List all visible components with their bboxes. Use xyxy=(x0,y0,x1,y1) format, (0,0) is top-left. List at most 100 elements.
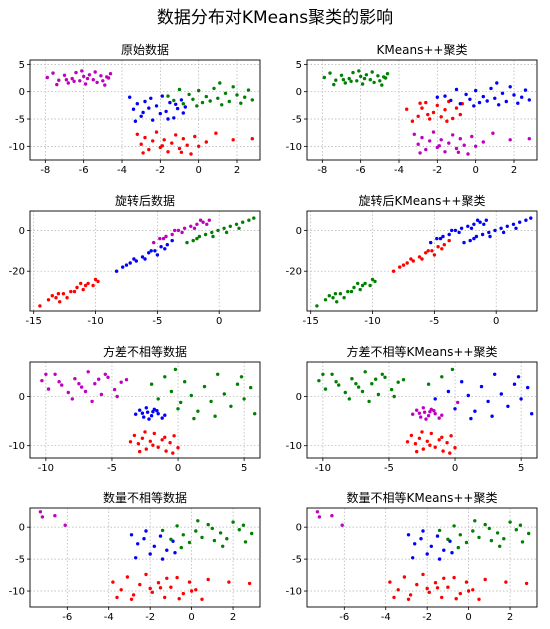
axes-frame xyxy=(29,210,261,312)
scatter-point xyxy=(144,447,148,451)
x-tick-label: 0 xyxy=(195,165,201,176)
scatter-point xyxy=(435,103,439,108)
scatter-point xyxy=(328,71,332,75)
scatter-point xyxy=(437,438,441,442)
scatter-point xyxy=(74,70,78,75)
scatter-point xyxy=(93,70,97,74)
series-2 xyxy=(128,94,187,123)
scatter-point xyxy=(490,414,494,418)
scatter-point xyxy=(493,228,497,233)
scatter-point xyxy=(166,150,170,154)
series-2 xyxy=(433,372,534,421)
scatter-point xyxy=(173,228,177,233)
scatter-point xyxy=(148,586,152,591)
subplot-7: 数量不相等数据 -6 -4 -2 0 2 -10 -5 0 xyxy=(9,490,261,623)
scatter-point xyxy=(196,409,200,413)
scatter-point xyxy=(173,367,178,372)
scatter-point xyxy=(453,407,457,411)
scatter-point xyxy=(421,529,425,533)
y-tick-label: 5 xyxy=(296,60,302,71)
scatter-point xyxy=(239,101,243,105)
scatter-point xyxy=(349,289,354,294)
scatter-point xyxy=(464,580,469,584)
scatter-point xyxy=(222,392,226,396)
scatter-point xyxy=(46,387,51,391)
scatter-point xyxy=(235,93,239,97)
scatter-point xyxy=(179,400,183,405)
x-tick-label: -10 xyxy=(364,316,380,327)
scatter-point xyxy=(357,69,361,73)
series-1 xyxy=(317,367,455,404)
scatter-point xyxy=(505,224,509,228)
scatter-point xyxy=(163,435,167,439)
scatter-point xyxy=(142,537,146,541)
scatter-point xyxy=(370,277,375,282)
scatter-point xyxy=(201,220,205,224)
scatter-point xyxy=(103,83,107,87)
scatter-point xyxy=(202,384,207,389)
scatter-point xyxy=(161,236,166,241)
scatter-point xyxy=(422,410,427,414)
scatter-point xyxy=(247,218,251,222)
scatter-point xyxy=(405,440,410,444)
scatter-point xyxy=(342,296,346,300)
scatter-point xyxy=(401,378,406,382)
scatter-point xyxy=(408,593,413,597)
scatter-point xyxy=(334,380,338,384)
scatter-point xyxy=(425,586,429,591)
scatter-point xyxy=(428,139,432,143)
scatter-point xyxy=(181,111,185,115)
scatter-point xyxy=(69,289,73,294)
scatter-point xyxy=(373,279,377,284)
scatter-point xyxy=(93,382,97,386)
scatter-point xyxy=(448,451,452,455)
scatter-point xyxy=(323,298,328,302)
scatter-point xyxy=(132,433,137,438)
scatter-point xyxy=(153,249,157,253)
y-tick-label: 0 xyxy=(296,523,302,534)
scatter-point xyxy=(181,591,185,596)
scatter-point xyxy=(491,131,495,135)
scatter-point xyxy=(160,144,164,148)
scatter-point xyxy=(452,524,456,528)
scatter-point xyxy=(418,151,422,155)
scatter-point xyxy=(459,226,464,230)
series-3 xyxy=(411,400,460,421)
scatter-point xyxy=(81,287,85,292)
scatter-point xyxy=(338,292,343,296)
scatter-point xyxy=(493,96,497,101)
scatter-point xyxy=(334,78,338,82)
scatter-point xyxy=(247,581,252,586)
scatter-point xyxy=(464,92,468,97)
scatter-point xyxy=(250,98,254,102)
scatter-point xyxy=(139,114,143,119)
axes-frame xyxy=(29,361,261,459)
scatter-point xyxy=(317,515,322,519)
scatter-point xyxy=(189,589,194,593)
scatter-point xyxy=(148,439,152,443)
scatter-point xyxy=(411,556,415,560)
scatter-point xyxy=(99,74,103,78)
scatter-point xyxy=(163,413,167,417)
scatter-point xyxy=(82,74,86,79)
scatter-point xyxy=(466,152,470,156)
scatter-point xyxy=(479,384,484,389)
y-tick-label: -5 xyxy=(15,555,25,566)
scatter-point xyxy=(439,138,443,142)
y-tick-label: 0 xyxy=(19,87,25,98)
scatter-point xyxy=(172,98,176,103)
scatter-point xyxy=(368,78,372,82)
scatter-point xyxy=(440,435,444,439)
y-tick-label: 0 xyxy=(19,523,25,534)
scatter-point xyxy=(242,397,246,401)
scatter-point xyxy=(351,70,355,75)
scatter-point xyxy=(175,106,180,111)
scatter-point xyxy=(149,382,154,386)
scatter-point xyxy=(520,95,524,99)
subplot-6: 方差不相等KMeans++聚类 -10 -5 0 5 -10 0 xyxy=(286,344,538,474)
scatter-point xyxy=(451,133,455,137)
scatter-point xyxy=(149,249,153,253)
scatter-point xyxy=(458,591,462,596)
scatter-point xyxy=(453,446,457,450)
